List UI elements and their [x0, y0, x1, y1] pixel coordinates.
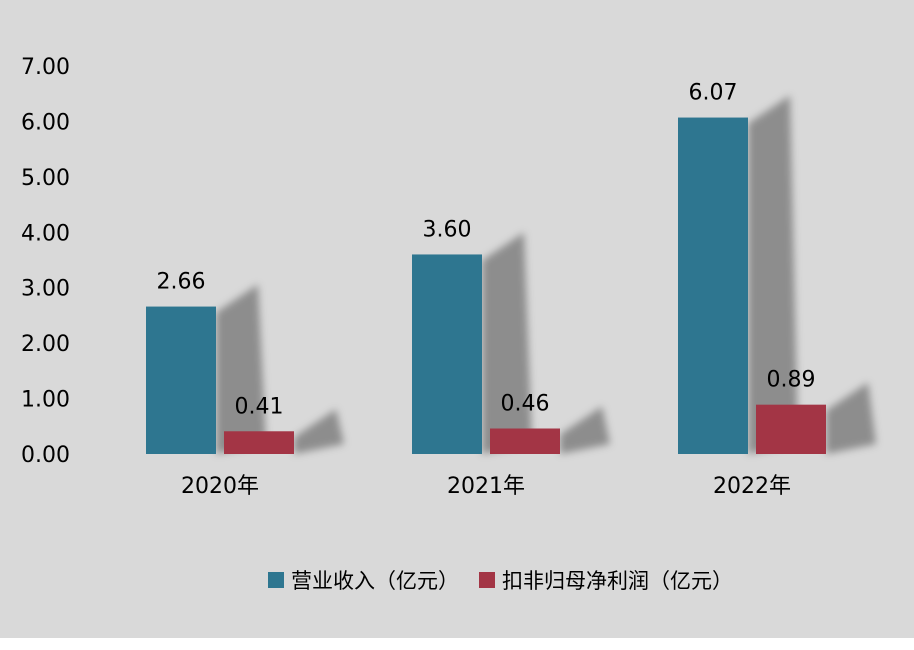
y-tick-label: 6.00 [21, 110, 70, 135]
legend-item-revenue: 营业收入（亿元） [268, 565, 459, 595]
data-label: 6.07 [689, 81, 738, 106]
y-tick-label: 5.00 [21, 166, 70, 191]
bar-shadow [748, 95, 798, 454]
legend-item-net-profit: 扣非归母净利润（亿元） [479, 565, 733, 595]
data-label: 0.41 [235, 394, 284, 419]
bar-revenue [678, 117, 748, 454]
bar-net-profit [224, 431, 294, 454]
x-category-label: 2021年 [447, 474, 525, 499]
legend-swatch-net-profit [479, 572, 495, 588]
data-label: 0.89 [767, 368, 816, 393]
bar-shadow [482, 232, 532, 454]
bar-revenue [146, 306, 216, 454]
x-category-label: 2022年 [713, 474, 791, 499]
legend: 营业收入（亿元） 扣非归母净利润（亿元） [268, 566, 733, 594]
legend-swatch-revenue [268, 572, 284, 588]
y-tick-label: 2.00 [21, 332, 70, 357]
y-tick-label: 3.00 [21, 277, 70, 302]
data-label: 0.46 [501, 392, 550, 417]
data-label: 2.66 [157, 270, 206, 295]
bar-chart: 0.00 1.00 2.00 3.00 4.00 5.00 6.00 7.00 2.66 3.60… [21, 55, 876, 499]
legend-label-revenue: 营业收入（亿元） [291, 569, 459, 593]
bar-net-profit [490, 428, 560, 454]
x-category-label: 2020年 [181, 474, 259, 499]
data-label: 3.60 [423, 217, 472, 242]
bar-shadow [560, 406, 610, 454]
bar-shadow [216, 284, 266, 454]
y-tick-label: 4.00 [21, 221, 70, 246]
bar-net-profit [756, 404, 826, 454]
bar-revenue [412, 254, 482, 454]
bar-shadow [294, 409, 344, 454]
bar-shadow [826, 382, 876, 454]
y-tick-label: 1.00 [21, 388, 70, 413]
y-tick-label: 0.00 [21, 443, 70, 468]
y-tick-label: 7.00 [21, 55, 70, 80]
legend-label-net-profit: 扣非归母净利润（亿元） [502, 569, 733, 593]
